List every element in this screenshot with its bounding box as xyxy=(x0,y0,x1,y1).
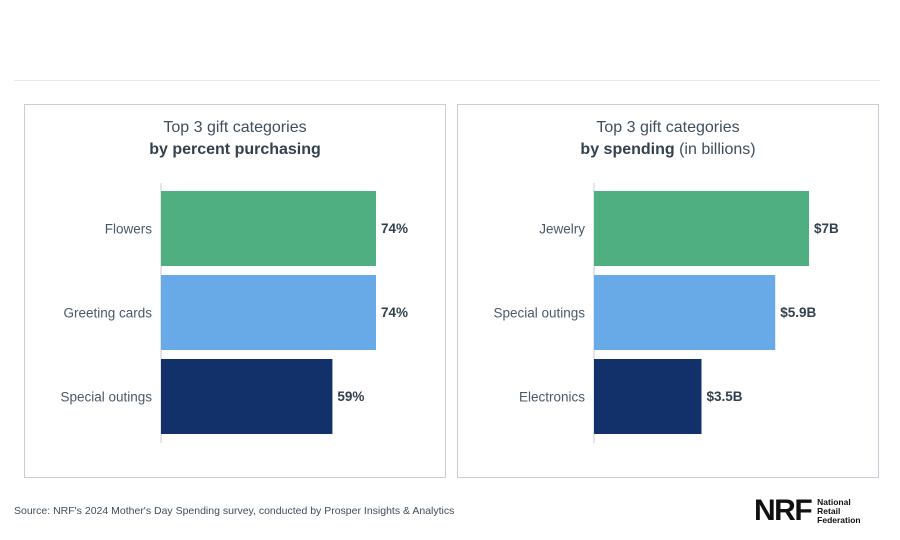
bar xyxy=(594,275,776,350)
bar xyxy=(161,191,376,266)
value-label: 74% xyxy=(381,305,408,320)
logo-line: Retail xyxy=(817,505,841,516)
value-label: 74% xyxy=(381,221,408,236)
chart-title-bold: by percent purchasing xyxy=(149,141,321,158)
value-label: $5.9B xyxy=(780,305,816,320)
bar-chart-spending: Jewelry $7B Special outings $5.9B Electronic… xyxy=(493,183,839,443)
category-label: Special outings xyxy=(60,390,152,405)
chart-title-line1: Top 3 gift categories xyxy=(163,119,307,136)
chart-title: Top 3 gift categories by percent purchas… xyxy=(25,117,445,161)
nrf-logo: NRF National Retail Federation xyxy=(754,493,861,529)
value-label: $7B xyxy=(814,221,839,236)
category-label: Greeting cards xyxy=(63,306,152,321)
bar xyxy=(161,275,376,350)
chart-panel-percent-purchasing: Top 3 gift categories by percent purchas… xyxy=(24,104,446,478)
logo-line: National xyxy=(817,496,851,507)
value-label: 59% xyxy=(337,389,364,404)
category-label: Jewelry xyxy=(539,222,585,237)
value-label: $3.5B xyxy=(707,389,743,404)
chart-title: Top 3 gift categories by spending (in bi… xyxy=(458,117,878,161)
chart-title-line1: Top 3 gift categories xyxy=(596,119,740,136)
logo-line: Federation xyxy=(817,514,861,525)
source-note: Source: NRF's 2024 Mother's Day Spending… xyxy=(14,505,455,517)
top-divider xyxy=(14,80,880,81)
bar-chart-percent: Flowers 74% Greeting cards 74% Special outin… xyxy=(60,183,408,443)
category-label: Flowers xyxy=(105,222,153,237)
bar xyxy=(594,359,702,434)
bar xyxy=(594,191,809,266)
logo-wordmark: National Retail Federation xyxy=(817,496,861,525)
chart-panel-spending: Top 3 gift categories by spending (in bi… xyxy=(457,104,879,478)
chart-title-bold: by spending xyxy=(580,141,675,158)
chart-title-rest: (in billions) xyxy=(674,141,756,158)
bar xyxy=(161,359,333,434)
category-label: Electronics xyxy=(519,390,585,405)
logo-mark: NRF xyxy=(754,494,813,527)
category-label: Special outings xyxy=(493,306,585,321)
